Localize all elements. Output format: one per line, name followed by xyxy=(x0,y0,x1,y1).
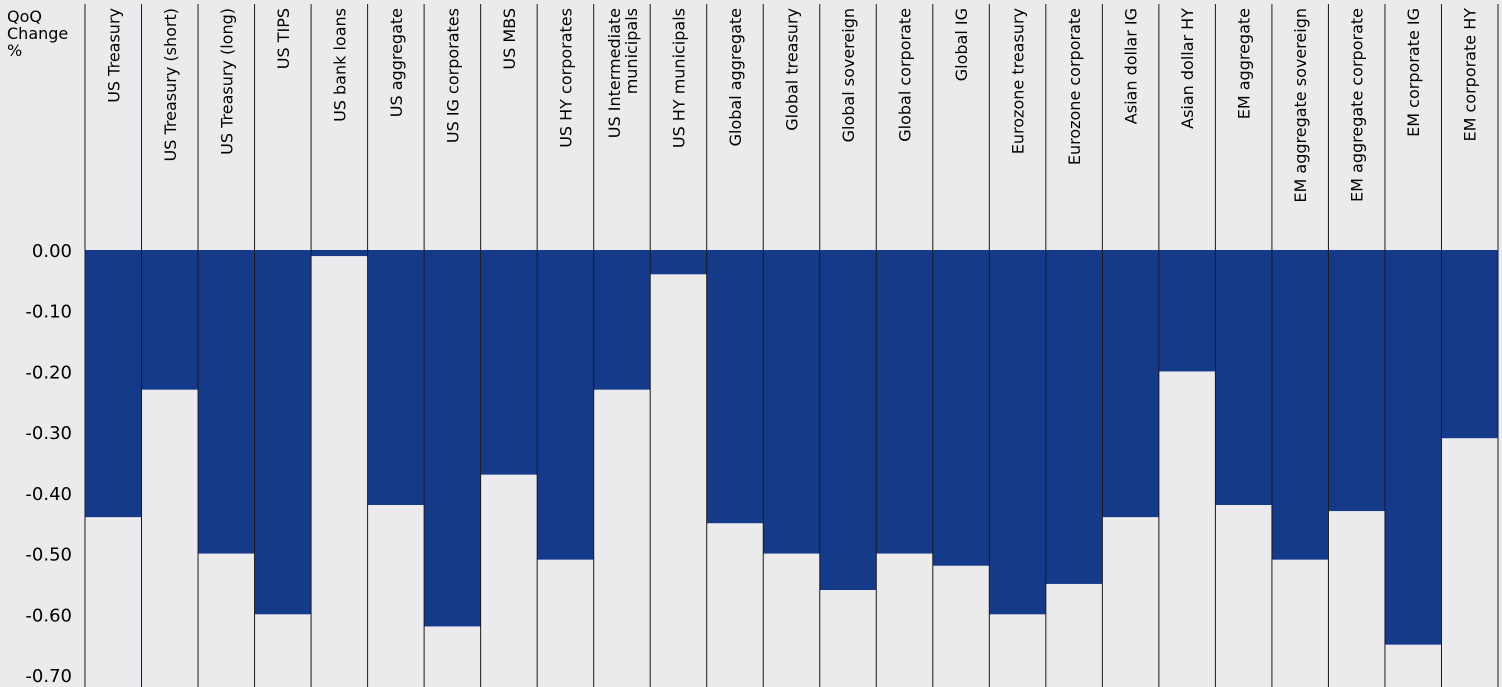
bar xyxy=(1158,250,1216,372)
category-label: Global IG xyxy=(952,8,971,81)
category-label: Eurozone treasury xyxy=(1009,8,1028,154)
bar xyxy=(1441,250,1498,439)
bar xyxy=(1215,250,1272,505)
bar xyxy=(932,250,990,566)
bar xyxy=(819,250,877,590)
bar xyxy=(198,250,255,554)
bar xyxy=(1102,250,1159,518)
category-label: Eurozone corporate xyxy=(1065,8,1084,165)
bar xyxy=(1328,250,1385,512)
category-label: Asian dollar HY xyxy=(1178,8,1197,129)
category-label: EM corporate IG xyxy=(1404,8,1423,137)
bars xyxy=(85,250,1498,645)
category-label: US IG corporates xyxy=(443,8,462,143)
bar xyxy=(1384,250,1442,645)
y-tick-label: -0.60 xyxy=(25,605,72,626)
y-tick-label: -0.40 xyxy=(25,484,72,505)
y-tick-label: -0.10 xyxy=(25,302,72,323)
column-dividers xyxy=(84,4,1499,687)
y-axis-ticks: 0.00 -0.10 -0.20 -0.30 -0.40 -0.50 -0.60 -0.70 xyxy=(25,241,72,687)
category-label: Global sovereign xyxy=(839,8,858,142)
bar xyxy=(311,250,368,257)
bar xyxy=(1045,250,1103,584)
bar xyxy=(85,250,142,518)
category-label: US Treasury xyxy=(104,8,123,103)
bar xyxy=(706,250,764,524)
y-tick-label: -0.30 xyxy=(25,423,72,444)
bar xyxy=(141,250,199,390)
bar xyxy=(480,250,538,475)
bar xyxy=(367,250,425,505)
category-label: US aggregate xyxy=(387,8,406,117)
category-label: US bank loans xyxy=(330,8,349,122)
category-label: US Treasury (long) xyxy=(217,8,236,155)
bar xyxy=(254,250,312,615)
bar xyxy=(537,250,594,560)
category-label: EM corporate HY xyxy=(1461,8,1480,142)
category-label: US Treasury (short) xyxy=(161,8,180,161)
y-tick-label: -0.50 xyxy=(25,545,72,566)
bar xyxy=(424,250,481,627)
bar xyxy=(876,250,933,554)
category-label: US HY corporates xyxy=(556,8,575,148)
category-label: Asian dollar IG xyxy=(1122,8,1141,124)
category-label: US TIPS xyxy=(274,8,293,69)
category-label: Global corporate xyxy=(896,8,915,142)
y-tick-label: -0.20 xyxy=(25,362,72,383)
bar xyxy=(650,250,707,275)
y-tick-label: 0.00 xyxy=(32,241,72,262)
bar xyxy=(1271,250,1329,560)
category-label: EM aggregate sovereign xyxy=(1291,8,1310,203)
category-label: EM aggregate xyxy=(1235,8,1254,119)
category-label: Global aggregate xyxy=(726,8,745,146)
y-axis-label: QoQ Change% xyxy=(7,7,68,60)
category-label: Global treasury xyxy=(783,8,802,131)
category-label: US Intermediatemunicipals xyxy=(605,8,641,138)
category-label: US HY municipals xyxy=(669,8,688,148)
bar xyxy=(989,250,1046,615)
bar xyxy=(593,250,651,390)
category-label: US MBS xyxy=(500,8,519,70)
y-tick-label: -0.70 xyxy=(25,666,72,687)
category-label: EM aggregate corporate xyxy=(1348,8,1367,202)
category-labels: US Treasury US Treasury (short) US Treasur… xyxy=(104,8,1479,203)
bar xyxy=(763,250,820,554)
